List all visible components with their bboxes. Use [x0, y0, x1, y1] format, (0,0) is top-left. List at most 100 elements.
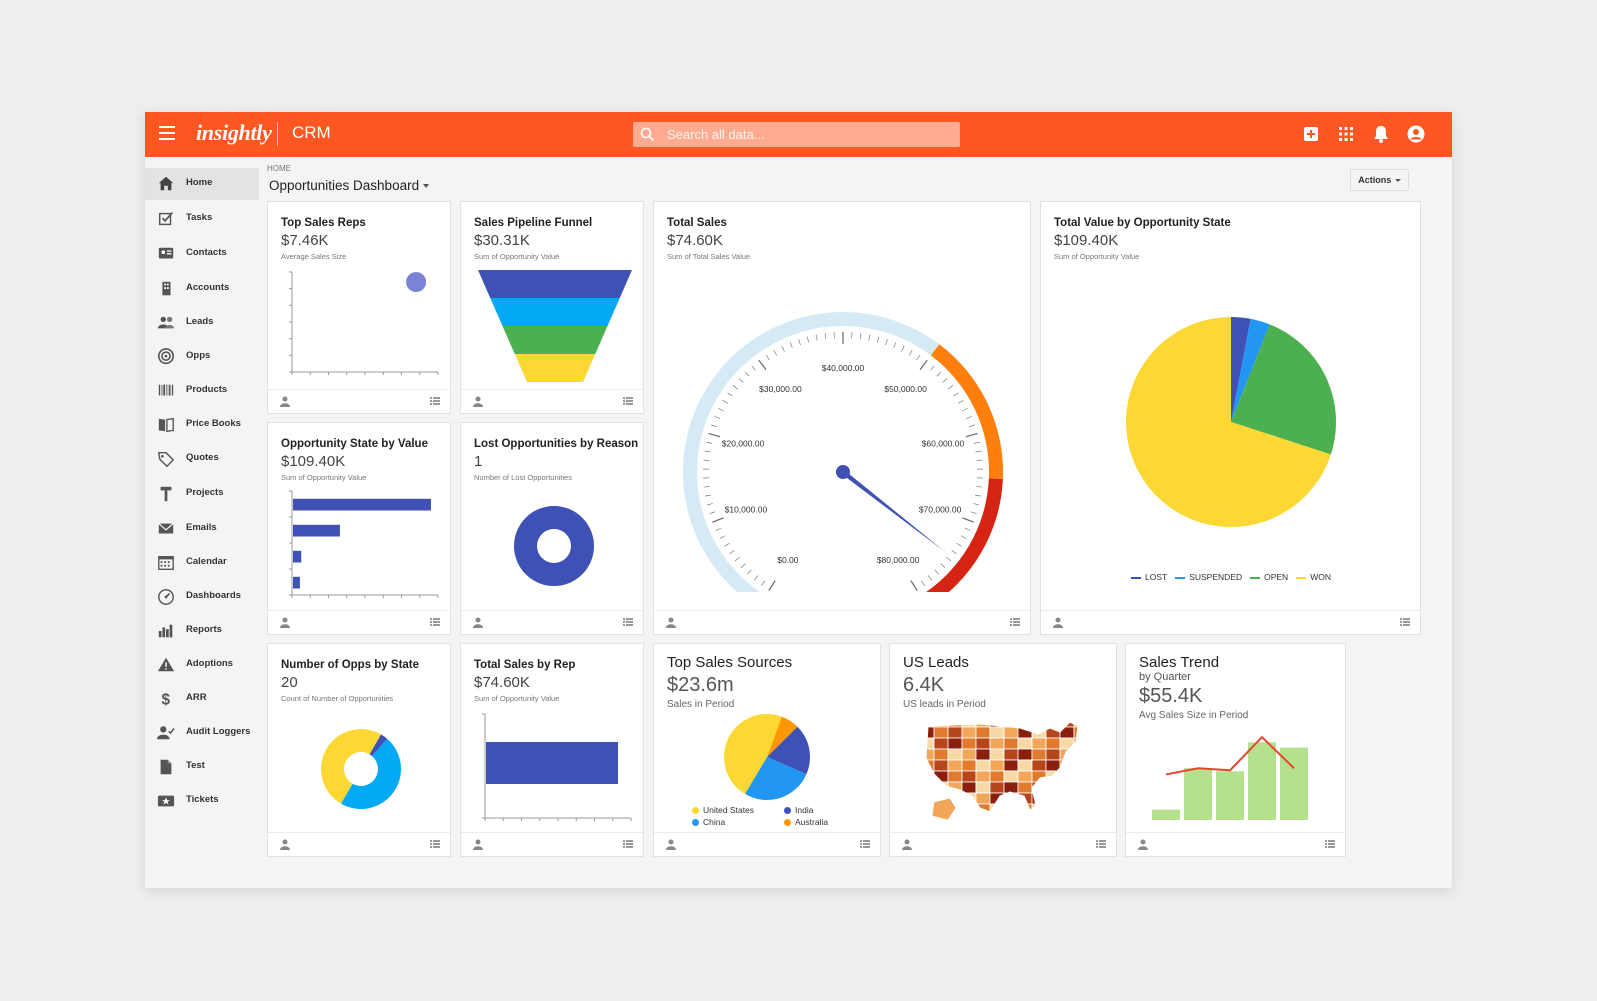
sidebar-item-tickets[interactable]: Tickets — [145, 785, 259, 817]
sidebar-item-price-books[interactable]: Price Books — [145, 409, 259, 441]
map-state — [1031, 737, 1047, 750]
user-circle-icon[interactable] — [1406, 124, 1426, 144]
sidebar-item-calendar[interactable]: Calendar — [145, 547, 259, 579]
sidebar-item-projects[interactable]: Projects — [145, 478, 259, 510]
legend-item[interactable]: WON — [1296, 572, 1331, 582]
card-us-leads[interactable]: US Leads 6.4K US leads in Period — [889, 643, 1117, 857]
owner-user-icon[interactable] — [280, 839, 290, 850]
gauge-tick — [868, 334, 871, 341]
apps-grid-icon[interactable] — [1336, 124, 1356, 144]
list-view-icon[interactable] — [623, 840, 633, 849]
gauge-tick — [920, 580, 925, 586]
add-icon[interactable] — [1301, 124, 1321, 144]
list-view-icon[interactable] — [860, 840, 870, 849]
bell-icon[interactable] — [1371, 124, 1391, 144]
card-value: 6.4K — [903, 674, 945, 696]
list-view-icon[interactable] — [1096, 840, 1106, 849]
trend-bar — [1152, 809, 1180, 820]
map-state — [1059, 770, 1075, 783]
list-view-icon[interactable] — [430, 840, 440, 849]
bar — [293, 524, 340, 537]
card-opps-by-state[interactable]: Number of Opps by State 20 Count of Numb… — [267, 643, 451, 857]
legend-item[interactable]: India — [784, 804, 876, 816]
page-title[interactable]: Opportunities Dashboard — [269, 178, 430, 193]
card-top-sources[interactable]: Top Sales Sources $23.6m Sales in Period… — [653, 643, 881, 857]
owner-user-icon[interactable] — [473, 396, 483, 407]
gauge-tick — [974, 494, 981, 497]
sidebar-item-contacts[interactable]: Contacts — [145, 238, 259, 270]
owner-user-icon[interactable] — [280, 617, 290, 628]
legend-item[interactable]: United States — [692, 804, 784, 816]
card-top-sales-reps[interactable]: Top Sales Reps $7.46K Average Sales Size — [267, 201, 451, 414]
card-state-by-value[interactable]: Opportunity State by Value $109.40K Sum … — [267, 422, 451, 635]
actions-button[interactable]: Actions — [1350, 169, 1409, 191]
owner-user-icon[interactable] — [1138, 839, 1148, 850]
gauge-tick — [973, 503, 980, 506]
list-view-icon[interactable] — [430, 618, 440, 627]
sidebar-item-opps[interactable]: Opps — [145, 341, 259, 373]
scatter-point — [406, 272, 427, 292]
list-view-icon[interactable] — [1400, 618, 1410, 627]
sidebar-item-accounts[interactable]: Accounts — [145, 273, 259, 305]
sidebar-item-audit-loggers[interactable]: Audit Loggers — [145, 717, 259, 749]
owner-user-icon[interactable] — [1053, 617, 1063, 628]
sidebar-item-reports[interactable]: Reports — [145, 615, 259, 647]
sidebar-item-leads[interactable]: Leads — [145, 307, 259, 339]
owner-user-icon[interactable] — [473, 839, 483, 850]
sidebar-item-home[interactable]: Home — [145, 168, 259, 200]
menu-icon[interactable] — [159, 126, 175, 142]
map-state — [975, 781, 991, 794]
donut-slice — [369, 734, 388, 757]
list-view-icon[interactable] — [1325, 840, 1335, 849]
card-value-by-state[interactable]: Total Value by Opportunity State $109.40… — [1040, 201, 1421, 635]
sidebar-item-dashboards[interactable]: Dashboards — [145, 581, 259, 613]
map-state — [1031, 722, 1047, 728]
map-state — [1017, 748, 1033, 761]
map-state — [961, 781, 977, 794]
legend-item[interactable]: Australia — [784, 816, 876, 828]
card-sales-by-rep[interactable]: Total Sales by Rep $74.60K Sum of Opport… — [460, 643, 644, 857]
gauge-tick — [706, 441, 713, 444]
sidebar-item-arr[interactable]: $ ARR — [145, 683, 259, 715]
legend-item[interactable]: LOST — [1131, 572, 1167, 582]
list-view-icon[interactable] — [430, 397, 440, 406]
sidebar-item-products[interactable]: Products — [145, 375, 259, 407]
gauge-tick — [744, 371, 750, 377]
sidebar-item-adoptions[interactable]: Adoptions — [145, 649, 259, 681]
breadcrumb[interactable]: HOME — [267, 164, 291, 173]
card-pipeline-funnel[interactable]: Sales Pipeline Funnel $30.31K Sum of Opp… — [460, 201, 644, 414]
map-state — [1003, 726, 1019, 739]
owner-user-icon[interactable] — [666, 839, 676, 850]
gauge-tick — [714, 416, 721, 420]
card-total-sales[interactable]: Total Sales $74.60K Sum of Total Sales V… — [653, 201, 1031, 635]
sidebar-item-emails[interactable]: Emails — [145, 513, 259, 545]
legend-swatch — [692, 819, 699, 827]
map-state — [975, 726, 991, 739]
sidebar-item-tasks[interactable]: Tasks — [145, 203, 259, 235]
owner-user-icon[interactable] — [902, 839, 912, 850]
search-icon — [640, 127, 655, 142]
search-box[interactable] — [633, 122, 960, 147]
sidebar-item-test[interactable]: Test — [145, 751, 259, 783]
owner-user-icon[interactable] — [666, 617, 676, 628]
list-view-icon[interactable] — [1010, 618, 1020, 627]
sidebar-item-quotes[interactable]: Quotes — [145, 443, 259, 475]
sidebar-item-label: Reports — [186, 624, 222, 635]
logo[interactable]: insightly — [196, 120, 272, 145]
list-view-icon[interactable] — [623, 397, 633, 406]
legend-item[interactable]: China — [692, 816, 784, 828]
card-lost-by-reason[interactable]: Lost Opportunities by Reason 1 Number of… — [460, 422, 644, 635]
legend-item[interactable]: OPEN — [1250, 572, 1288, 582]
list-view-icon[interactable] — [623, 618, 633, 627]
gauge-tick — [901, 345, 905, 352]
owner-user-icon[interactable] — [473, 617, 483, 628]
card-footer — [1126, 832, 1345, 856]
map-state — [926, 748, 935, 761]
card-sales-trend[interactable]: Sales Trend by Quarter $55.4K Avg Sales … — [1125, 643, 1346, 857]
legend-item[interactable]: SUSPENDED — [1175, 572, 1242, 582]
card-title: US Leads — [903, 654, 969, 671]
card-value: $23.6m — [667, 674, 734, 696]
owner-user-icon[interactable] — [280, 396, 290, 407]
map-state — [1073, 803, 1078, 812]
search-input[interactable] — [667, 122, 947, 147]
